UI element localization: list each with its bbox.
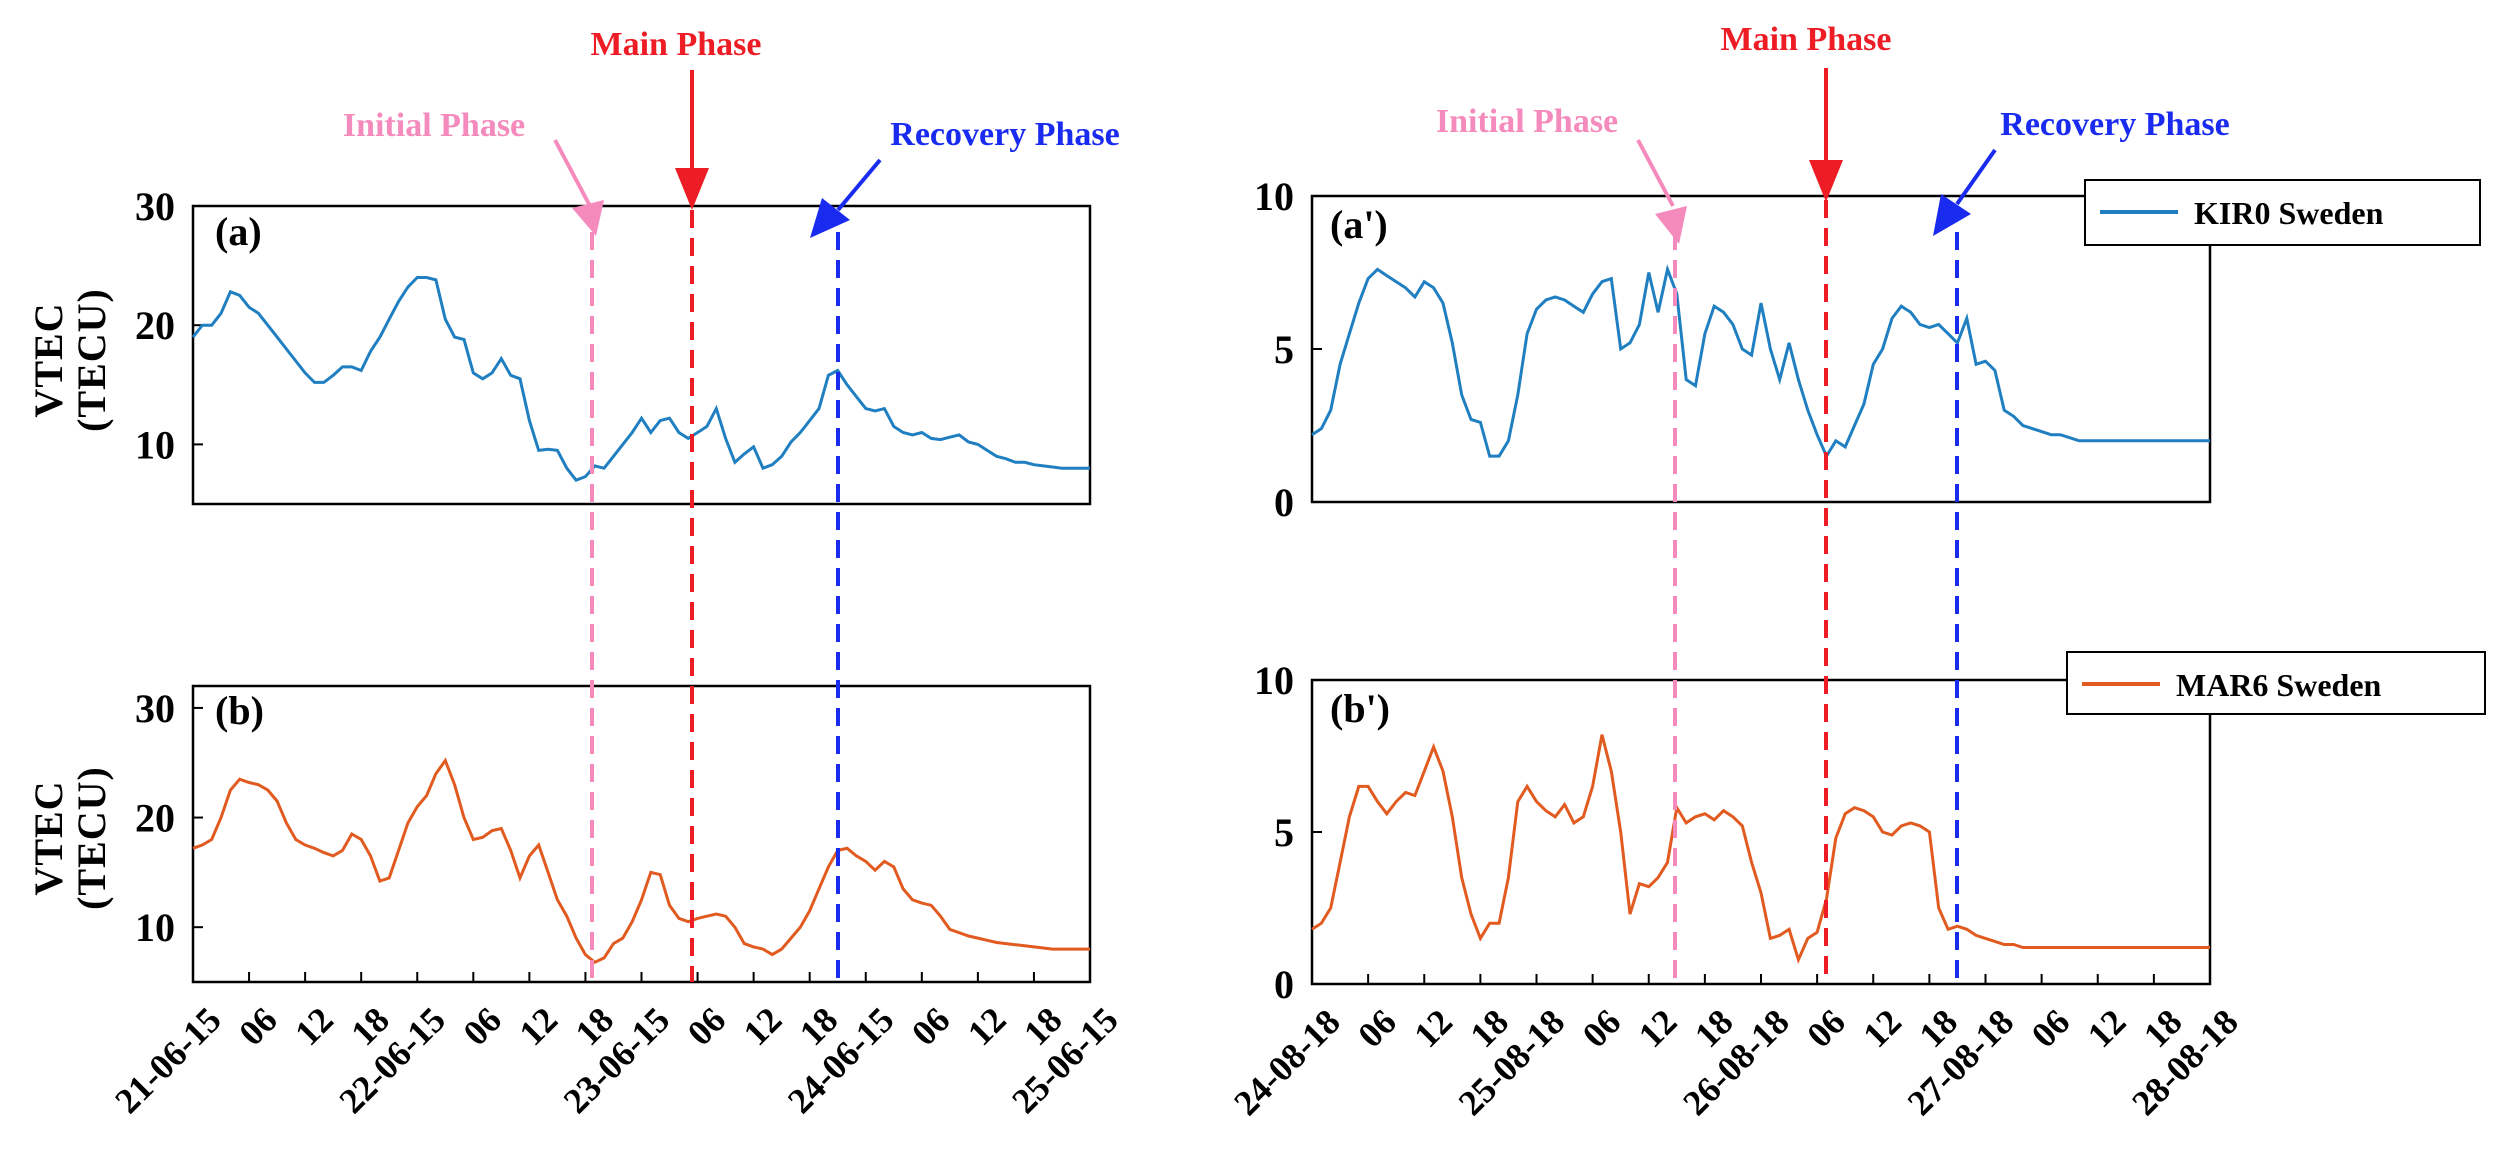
phase-arrows: [553, 68, 1997, 244]
panel-b-prime-xtick-label: 06: [1799, 1001, 1853, 1055]
panel-b-xtick-label: 21-06-15: [107, 999, 229, 1121]
legend-mar6: MAR6 Sweden: [2066, 651, 2486, 715]
panel-b-yaxis: 10 20 30: [135, 686, 203, 950]
panel-b-xtick-label: 12: [960, 999, 1014, 1053]
panel-b-prime-ytick-label: 5: [1274, 810, 1294, 855]
panel-a-prime-frame: [1310, 194, 2212, 504]
panel-a-ylabel-line2: (TECU): [69, 288, 114, 432]
panel-b-prime-series-mar6: [1311, 734, 2210, 964]
panel-b-prime-xtick-label: 06: [1575, 1001, 1629, 1055]
panel-a-frame: [191, 204, 1092, 506]
panel-b-xtick-label: 12: [736, 999, 790, 1053]
panel-b-prime-xtick-label: 12: [1406, 1001, 1460, 1055]
panel-a-prime-ytick-label: 10: [1254, 174, 1294, 219]
panel-a-series-kir0: [191, 276, 1090, 483]
panel-b-ytick-label: 30: [135, 686, 175, 731]
legend-kir0-label: KIR0 Sweden: [2194, 195, 2384, 231]
left-initial-phase-arrow-shaft: [553, 139, 592, 207]
panel-b-xtick-label: 06: [904, 999, 958, 1053]
panel-a-ytick-label: 10: [135, 422, 175, 467]
panel-b-prime-frame: [1310, 678, 2212, 986]
panel-a-prime: (a') 0 5 10: [1254, 174, 2212, 525]
panel-b-prime-ytick-label: 0: [1274, 962, 1294, 1007]
panel-a-prime-yaxis: 0 5 10: [1254, 174, 1322, 525]
right-initial-phase-label: Initial Phase: [1436, 103, 1618, 140]
panel-b-prime-xtick-label: 12: [1855, 1001, 1909, 1055]
left-initial-phase-label: Initial Phase: [343, 107, 525, 144]
panel-b-prime-label: (b'): [1330, 686, 1390, 731]
left-recovery-phase-label: Recovery Phase: [890, 116, 1119, 153]
panel-b-prime-yaxis: 0 5 10: [1254, 658, 1322, 1007]
right-main-phase-arrow-head: [1809, 160, 1843, 202]
panel-b-xtick-label: 06: [680, 999, 734, 1053]
panel-a-prime-label: (a'): [1330, 202, 1388, 247]
phase-lines: [590, 200, 1959, 984]
legend-kir0-box: [2084, 179, 2481, 246]
right-initial-phase-arrow-head: [1655, 206, 1687, 244]
right-main-phase-label: Main Phase: [1721, 21, 1892, 58]
panel-b-ytick-label: 10: [135, 905, 175, 950]
panel-b-ylabel-line1: VTEC: [26, 780, 71, 895]
panel-b-prime-xtick-label: 24-08-18: [1226, 1001, 1348, 1123]
panel-b-ytick-label: 20: [135, 796, 175, 841]
panel-b-prime-ytick-label: 10: [1254, 658, 1294, 703]
panel-a-ytick-label: 20: [135, 303, 175, 348]
panel-b-label: (b): [215, 688, 264, 733]
panel-a-label: (a): [215, 209, 262, 254]
legend-kir0: KIR0 Sweden: [2084, 179, 2481, 246]
panel-a-prime-series-kir0: [1311, 264, 2210, 460]
left-main-phase-label: Main Phase: [591, 26, 762, 63]
legend-mar6-label: MAR6 Sweden: [2176, 667, 2382, 703]
right-recovery-phase-arrow-shaft: [1955, 148, 1997, 206]
panel-b-prime-xtick-label: 06: [1350, 1001, 1404, 1055]
panel-b-frame: [191, 684, 1092, 984]
right-recovery-phase-arrow-head: [1933, 194, 1971, 236]
panel-b-prime-xtick-label: 06: [2024, 1001, 2078, 1055]
panel-b-xtick-label: 12: [511, 999, 565, 1053]
panel-b: (b) 10 20 30 VTEC (TECU) 21-06-15 06 12 1822-…: [26, 684, 1126, 1121]
phase-labels: Initial Phase Main Phase Recovery Phase …: [343, 21, 2230, 153]
panel-a-ytick-label: 30: [135, 184, 175, 229]
left-recovery-phase-arrow-head: [810, 198, 850, 238]
right-recovery-phase-label: Recovery Phase: [2000, 106, 2229, 143]
panel-b-prime-xtick-label: 12: [2080, 1001, 2134, 1055]
panel-b-xtick-label: 06: [231, 999, 285, 1053]
panel-a: (a) 10 20 30 VTEC (TECU): [26, 184, 1092, 506]
panel-a-prime-ytick-label: 0: [1274, 480, 1294, 525]
panel-b-prime-xtick-label: 12: [1631, 1001, 1685, 1055]
left-main-phase-arrow-head: [675, 168, 709, 210]
panel-a-yaxis: 10 20 30: [135, 184, 203, 467]
left-recovery-phase-arrow-shaft: [836, 158, 882, 212]
panel-a-ylabel-line1: VTEC: [26, 302, 71, 417]
left-initial-phase-arrow-head: [572, 200, 604, 236]
right-initial-phase-arrow-shaft: [1636, 139, 1675, 207]
panel-b-ylabel-line2: (TECU): [69, 766, 114, 910]
panel-b-series-mar6: [192, 757, 1090, 965]
panel-b-xtick-label: 06: [455, 999, 509, 1053]
panel-b-xtick-label: 12: [287, 999, 341, 1053]
panel-a-prime-ytick-label: 5: [1274, 327, 1294, 372]
